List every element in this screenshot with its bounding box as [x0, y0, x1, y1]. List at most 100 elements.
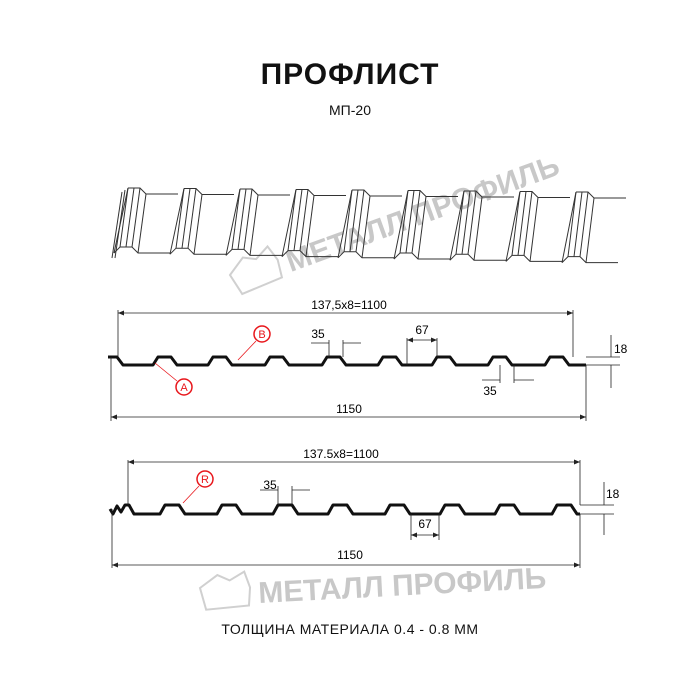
- arrowhead: [431, 337, 437, 343]
- rib-edge-line: [287, 189, 297, 251]
- profile-a: [108, 310, 620, 421]
- profile-b-outline: [108, 503, 580, 516]
- rib-edge-line: [193, 194, 203, 255]
- sheet-top-edge: [296, 189, 346, 196]
- rib-edge-line: [281, 189, 297, 257]
- leader-a: [154, 362, 178, 382]
- rib-edge-line: [355, 189, 365, 252]
- arrowhead: [567, 310, 573, 316]
- sheet-3d-view: [111, 187, 626, 264]
- rib-edge-line: [523, 191, 533, 256]
- profile-a-rib-bottom-label: 35: [483, 384, 497, 398]
- rib-edge-line: [119, 187, 129, 248]
- rib-edge-line: [455, 190, 465, 255]
- sheet-bottom-edge: [561, 256, 618, 264]
- rib-edge-line: [243, 188, 253, 250]
- profile-a-width-label: 137,5x8=1100: [311, 298, 387, 312]
- sheet-end-line: [114, 189, 126, 259]
- rib-edge-line: [473, 196, 483, 261]
- rib-edge-line: [467, 190, 477, 255]
- watermark-1: МЕТАЛЛ ПРОФИЛЬ: [228, 149, 564, 296]
- marker-r-label: R: [201, 474, 209, 486]
- rib-edge-line: [561, 191, 577, 263]
- sheet-top-edge: [576, 191, 626, 199]
- rib-edge-line: [125, 187, 135, 248]
- leader-r: [182, 485, 200, 504]
- sheet-bottom-edge: [113, 246, 170, 254]
- sheet-top-edge: [352, 189, 402, 197]
- rib-edge-line: [337, 189, 353, 258]
- rib-edge-line: [349, 189, 359, 252]
- rib-edge-line: [411, 190, 421, 254]
- rib-edge-line: [461, 190, 471, 255]
- profile-b-pitch-label: 67: [418, 517, 432, 531]
- arrowhead: [574, 459, 580, 465]
- marker-b-label: B: [258, 329, 265, 341]
- profile-b-rib-top-label: 35: [263, 478, 277, 492]
- arrowhead: [411, 532, 417, 538]
- profile-b-height-label: 18: [606, 487, 620, 501]
- material-thickness-note: ТОЛЩИНА МАТЕРИАЛА 0.4 - 0.8 ММ: [221, 621, 479, 637]
- watermark-text: МЕТАЛЛ ПРОФИЛЬ: [258, 562, 548, 610]
- watermark-logo-icon: [198, 570, 252, 611]
- rib-edge-line: [181, 188, 191, 249]
- profile-a-total-label: 1150: [336, 402, 362, 416]
- rib-edge-line: [505, 191, 521, 262]
- rib-edge-line: [137, 193, 147, 254]
- rib-edge-line: [169, 188, 185, 255]
- rib-edge-line: [249, 194, 259, 256]
- rib-edge-line: [361, 195, 371, 258]
- arrowhead: [112, 562, 118, 568]
- rib-edge-line: [417, 196, 427, 260]
- rib-edge-line: [517, 191, 527, 256]
- leader-b: [237, 340, 257, 361]
- profile-a-pitch-label: 67: [415, 323, 429, 337]
- rib-edge-line: [131, 187, 141, 248]
- rib-edge-line: [529, 197, 539, 262]
- arrowhead: [128, 459, 134, 465]
- rib-edge-line: [225, 188, 241, 256]
- sheet-end-line: [111, 191, 123, 259]
- marker-a-label: A: [180, 382, 188, 394]
- watermark-logo-icon: [228, 244, 284, 296]
- sheet-bottom-edge: [169, 247, 226, 255]
- rib-edge-line: [175, 188, 185, 249]
- model-subtitle: МП-20: [329, 102, 371, 118]
- arrowhead: [580, 414, 586, 420]
- arrowhead: [118, 310, 124, 316]
- sheet-bottom-edge: [393, 252, 450, 260]
- profile-b-total-label: 1150: [337, 548, 363, 562]
- rib-edge-line: [585, 197, 595, 263]
- rib-edge-line: [231, 188, 241, 250]
- arrowhead: [574, 562, 580, 568]
- marker-b: B: [253, 325, 271, 343]
- arrowhead: [407, 337, 413, 343]
- watermark-2: МЕТАЛЛ ПРОФИЛЬ: [198, 562, 548, 611]
- rib-edge-line: [511, 191, 521, 256]
- profile-a-outline: [108, 355, 586, 367]
- rib-edge-line: [567, 191, 577, 257]
- sheet-bottom-edge: [505, 254, 562, 262]
- rib-edge-line: [573, 191, 583, 257]
- sheet-top-edge: [240, 188, 290, 196]
- profile-b: [108, 459, 614, 568]
- rib-edge-line: [293, 189, 303, 251]
- sheet-bottom-edge: [449, 253, 506, 261]
- rib-edge-line: [299, 189, 309, 251]
- rib-edge-line: [187, 188, 197, 249]
- arrowhead: [433, 532, 439, 538]
- arrowhead: [111, 414, 117, 420]
- marker-a: A: [175, 378, 193, 396]
- rib-edge-line: [343, 189, 353, 252]
- rib-edge-line: [305, 195, 315, 257]
- rib-edge-line: [405, 190, 415, 254]
- rib-edge-line: [449, 190, 465, 261]
- sheet-top-edge: [184, 188, 234, 195]
- rib-edge-line: [399, 190, 409, 254]
- profile-a-rib-top-label: 35: [311, 327, 325, 341]
- rib-edge-line: [237, 188, 247, 250]
- rib-edge-line: [393, 190, 409, 260]
- profile-a-height-label: 18: [614, 342, 628, 356]
